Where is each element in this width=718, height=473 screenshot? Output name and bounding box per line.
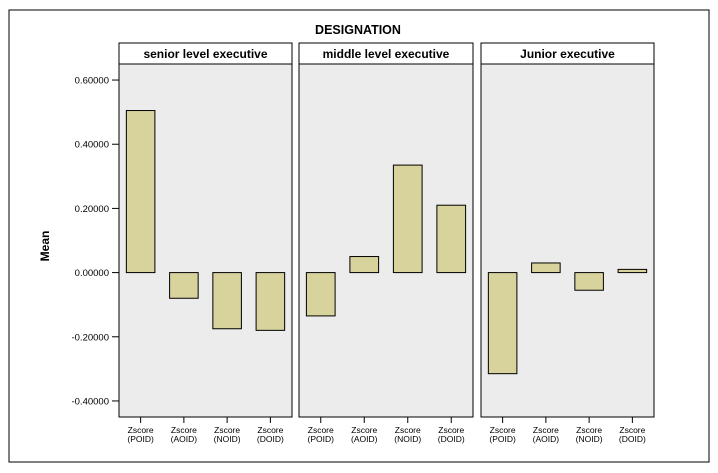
x-tick-label: Zscore (NOID) <box>214 425 241 444</box>
bar <box>531 262 561 274</box>
panel-header-label: Junior executive <box>520 47 615 61</box>
bar <box>436 204 467 274</box>
x-tick-label: Zscore (DOID) <box>438 425 465 444</box>
x-tick-label: Zscore (DOID) <box>257 425 284 444</box>
panel: middle level executive Zscore (POID) Zscore… <box>298 42 474 444</box>
x-tick-label: Zscore (AOID) <box>171 425 198 444</box>
x-tick-label: Zscore (AOID) <box>351 425 378 444</box>
facet-panels: senior level executive Zscore (POID) Zscore… <box>118 42 655 444</box>
panel: senior level executive Zscore (POID) Zscore… <box>118 42 293 444</box>
x-tick-label: Zscore (POID) <box>308 425 335 444</box>
bar <box>125 110 156 274</box>
x-tick-label: Zscore (NOID) <box>576 425 603 444</box>
panel-header-label: senior level executive <box>143 47 267 61</box>
x-tick-label: Zscore (POID) <box>127 425 154 444</box>
y-tick-label: 0.20000 <box>75 204 109 215</box>
panel-header-label: middle level executive <box>323 47 450 61</box>
bar <box>487 272 518 375</box>
chart-title: DESIGNATION <box>315 23 401 37</box>
bar <box>392 164 423 274</box>
x-tick-label: Zscore (POID) <box>489 425 516 444</box>
y-tick-label: -0.20000 <box>71 332 109 343</box>
y-tick-label: 0.00000 <box>75 268 109 279</box>
x-tick-label: Zscore (NOID) <box>394 425 421 444</box>
bar <box>169 272 199 299</box>
bar <box>212 272 242 330</box>
y-axis: 0.60000 0.40000 0.20000 0.00000 -0.20000 -0.4… <box>71 76 119 407</box>
bar <box>255 272 286 331</box>
bar <box>617 268 648 274</box>
y-tick-label: -0.40000 <box>71 396 109 407</box>
bar <box>305 272 336 317</box>
panel: Junior executive Zscore (POID) Zscore (AOID)… <box>480 42 655 444</box>
y-tick-label: 0.40000 <box>75 140 109 151</box>
bar <box>574 272 604 291</box>
x-tick-label: Zscore (DOID) <box>619 425 646 444</box>
y-axis-label: Mean <box>38 231 52 262</box>
y-tick-label: 0.60000 <box>75 76 109 87</box>
bar <box>349 256 380 274</box>
x-tick-label: Zscore (AOID) <box>533 425 560 444</box>
